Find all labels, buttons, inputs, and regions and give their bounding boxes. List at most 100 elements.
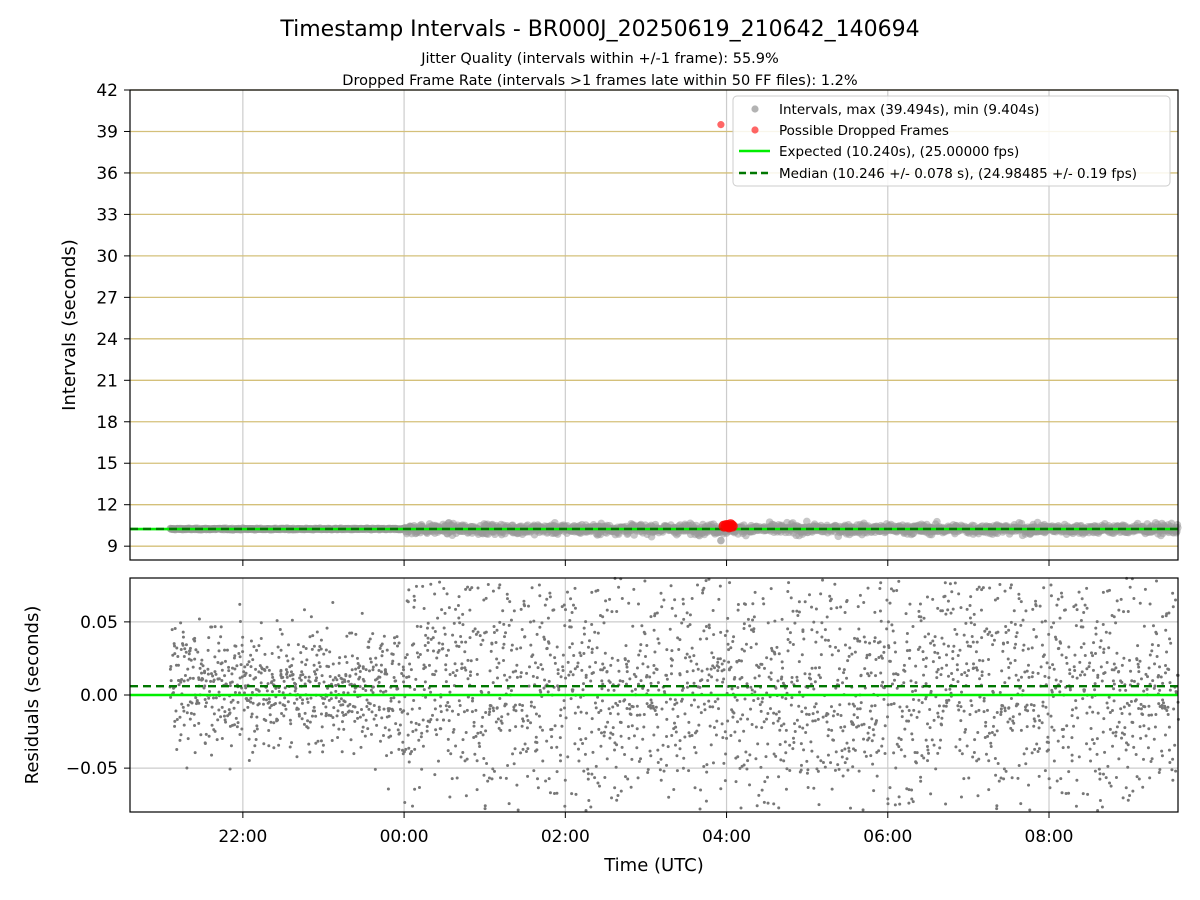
residual-point (535, 748, 538, 751)
residual-point (1080, 619, 1083, 622)
residual-point (773, 620, 776, 623)
residual-point (887, 703, 890, 706)
residual-point (176, 718, 179, 721)
residual-point (1141, 713, 1144, 716)
residual-point (921, 650, 924, 653)
residual-point (880, 745, 883, 748)
residual-point (611, 706, 614, 709)
residual-point (1148, 776, 1151, 779)
residual-point (290, 741, 293, 744)
residual-point (800, 764, 803, 767)
residual-point (221, 669, 224, 672)
residual-point (914, 689, 917, 692)
residual-point (810, 606, 813, 609)
residual-point (1031, 671, 1034, 674)
residual-point (702, 629, 705, 632)
residual-point (217, 642, 220, 645)
residual-point (321, 674, 324, 677)
residual-point (778, 729, 781, 732)
residual-point (1072, 725, 1075, 728)
residual-point (600, 731, 603, 734)
residual-point (258, 690, 261, 693)
residual-point (637, 653, 640, 656)
residual-point (1020, 676, 1023, 679)
residual-point (843, 668, 846, 671)
residual-point (187, 737, 190, 740)
residual-point (790, 696, 793, 699)
residual-point (635, 746, 638, 749)
residual-point (202, 664, 205, 667)
residual-point (930, 690, 933, 693)
residual-point (570, 697, 573, 700)
residual-point (488, 777, 491, 780)
residual-point (1168, 761, 1171, 764)
residual-point (1165, 650, 1168, 653)
residual-point (1139, 737, 1142, 740)
residual-point (388, 707, 391, 710)
residual-point (210, 625, 213, 628)
residual-point (1151, 679, 1154, 682)
residual-point (754, 591, 757, 594)
residual-point (1002, 777, 1005, 780)
residual-point (894, 803, 897, 806)
residual-point (811, 667, 814, 670)
residual-point (490, 642, 493, 645)
residual-point (297, 643, 300, 646)
residual-point (737, 609, 740, 612)
residual-point (901, 715, 904, 718)
residual-point (1080, 646, 1083, 649)
residual-point (660, 758, 663, 761)
residual-point (874, 704, 877, 707)
residual-point (309, 680, 312, 683)
residual-point (793, 622, 796, 625)
residual-point (1055, 604, 1058, 607)
residual-point (213, 670, 216, 673)
residual-point (626, 670, 629, 673)
residual-point (1106, 661, 1109, 664)
residual-point (1102, 623, 1105, 626)
residual-point (354, 668, 357, 671)
residual-point (692, 669, 695, 672)
residual-point (784, 751, 787, 754)
residual-point (1018, 764, 1021, 767)
residual-point (255, 724, 258, 727)
residual-point (1037, 750, 1040, 753)
residual-point (822, 761, 825, 764)
residual-point (590, 623, 593, 626)
residual-point (1116, 599, 1119, 602)
residual-point (227, 666, 230, 669)
residual-point (708, 623, 711, 626)
residuals-plot: 22:00 00:00 02:00 04:00 06:00 08:00−0.050.000… (66, 577, 1180, 847)
residual-point (173, 720, 176, 723)
residual-point (609, 664, 612, 667)
residual-point (633, 734, 636, 737)
residual-point (320, 713, 323, 716)
residual-point (683, 736, 686, 739)
residual-point (214, 673, 217, 676)
residual-point (781, 660, 784, 663)
residual-point (427, 622, 430, 625)
residual-point (1033, 720, 1036, 723)
residual-point (604, 652, 607, 655)
residual-point (307, 743, 310, 746)
residual-point (478, 742, 481, 745)
residual-point (465, 731, 468, 734)
residual-point (751, 723, 754, 726)
residual-point (1102, 651, 1105, 654)
residual-point (1094, 682, 1097, 685)
residual-point (1173, 744, 1176, 747)
residual-point (870, 717, 873, 720)
residual-point (972, 662, 975, 665)
residual-point (749, 686, 752, 689)
residual-point (1167, 611, 1170, 614)
residual-point (370, 661, 373, 664)
residual-point (295, 755, 298, 758)
residual-point (374, 768, 377, 771)
residual-point (798, 600, 801, 603)
residual-point (788, 744, 791, 747)
residual-point (705, 763, 708, 766)
residual-point (706, 679, 709, 682)
residual-point (694, 786, 697, 789)
residual-point (193, 658, 196, 661)
residual-point (371, 632, 374, 635)
